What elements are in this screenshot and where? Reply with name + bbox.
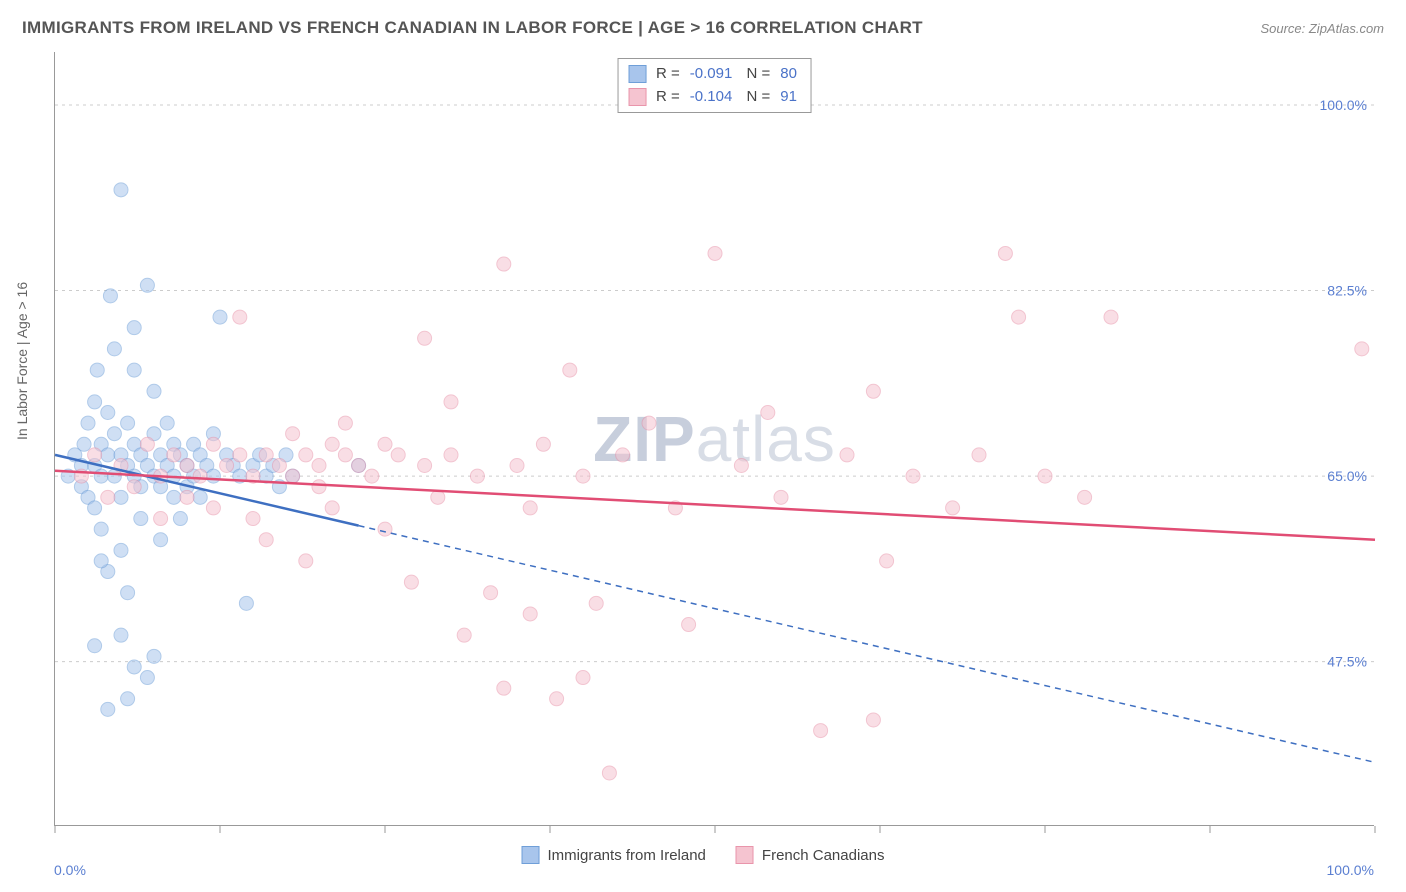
r-value-french: -0.104 (690, 86, 733, 109)
x-tick-label-max: 100.0% (1327, 862, 1374, 878)
stats-row-french: R = -0.104 N = 91 (628, 86, 797, 109)
r-value-ireland: -0.091 (690, 63, 733, 86)
x-tick-label-min: 0.0% (54, 862, 86, 878)
swatch-french (628, 88, 646, 106)
source-label: Source: ZipAtlas.com (1260, 21, 1384, 36)
legend-item-french: French Canadians (736, 846, 885, 864)
y-axis-title: In Labor Force | Age > 16 (14, 282, 30, 440)
svg-text:65.0%: 65.0% (1327, 468, 1367, 484)
legend-label-ireland: Immigrants from Ireland (548, 847, 706, 864)
n-value-ireland: 80 (780, 63, 797, 86)
correlation-stats-box: R = -0.091 N = 80 R = -0.104 N = 91 (617, 58, 812, 113)
legend-item-ireland: Immigrants from Ireland (522, 846, 706, 864)
svg-text:100.0%: 100.0% (1320, 97, 1367, 113)
legend: Immigrants from Ireland French Canadians (522, 846, 885, 864)
svg-text:47.5%: 47.5% (1327, 654, 1367, 670)
scatter-plot: 47.5% 65.0% 82.5% 100.0% (55, 52, 1374, 825)
chart-title: IMMIGRANTS FROM IRELAND VS FRENCH CANADI… (22, 18, 923, 38)
n-value-french: 91 (780, 86, 797, 109)
stats-row-ireland: R = -0.091 N = 80 (628, 63, 797, 86)
svg-text:82.5%: 82.5% (1327, 283, 1367, 299)
swatch-ireland (628, 65, 646, 83)
title-bar: IMMIGRANTS FROM IRELAND VS FRENCH CANADI… (22, 18, 1384, 38)
legend-label-french: French Canadians (762, 847, 885, 864)
legend-swatch-french (736, 846, 754, 864)
legend-swatch-ireland (522, 846, 540, 864)
plot-area: ZIPatlas 47.5%65.0%82.5%100.0% R = -0.09… (54, 52, 1374, 826)
